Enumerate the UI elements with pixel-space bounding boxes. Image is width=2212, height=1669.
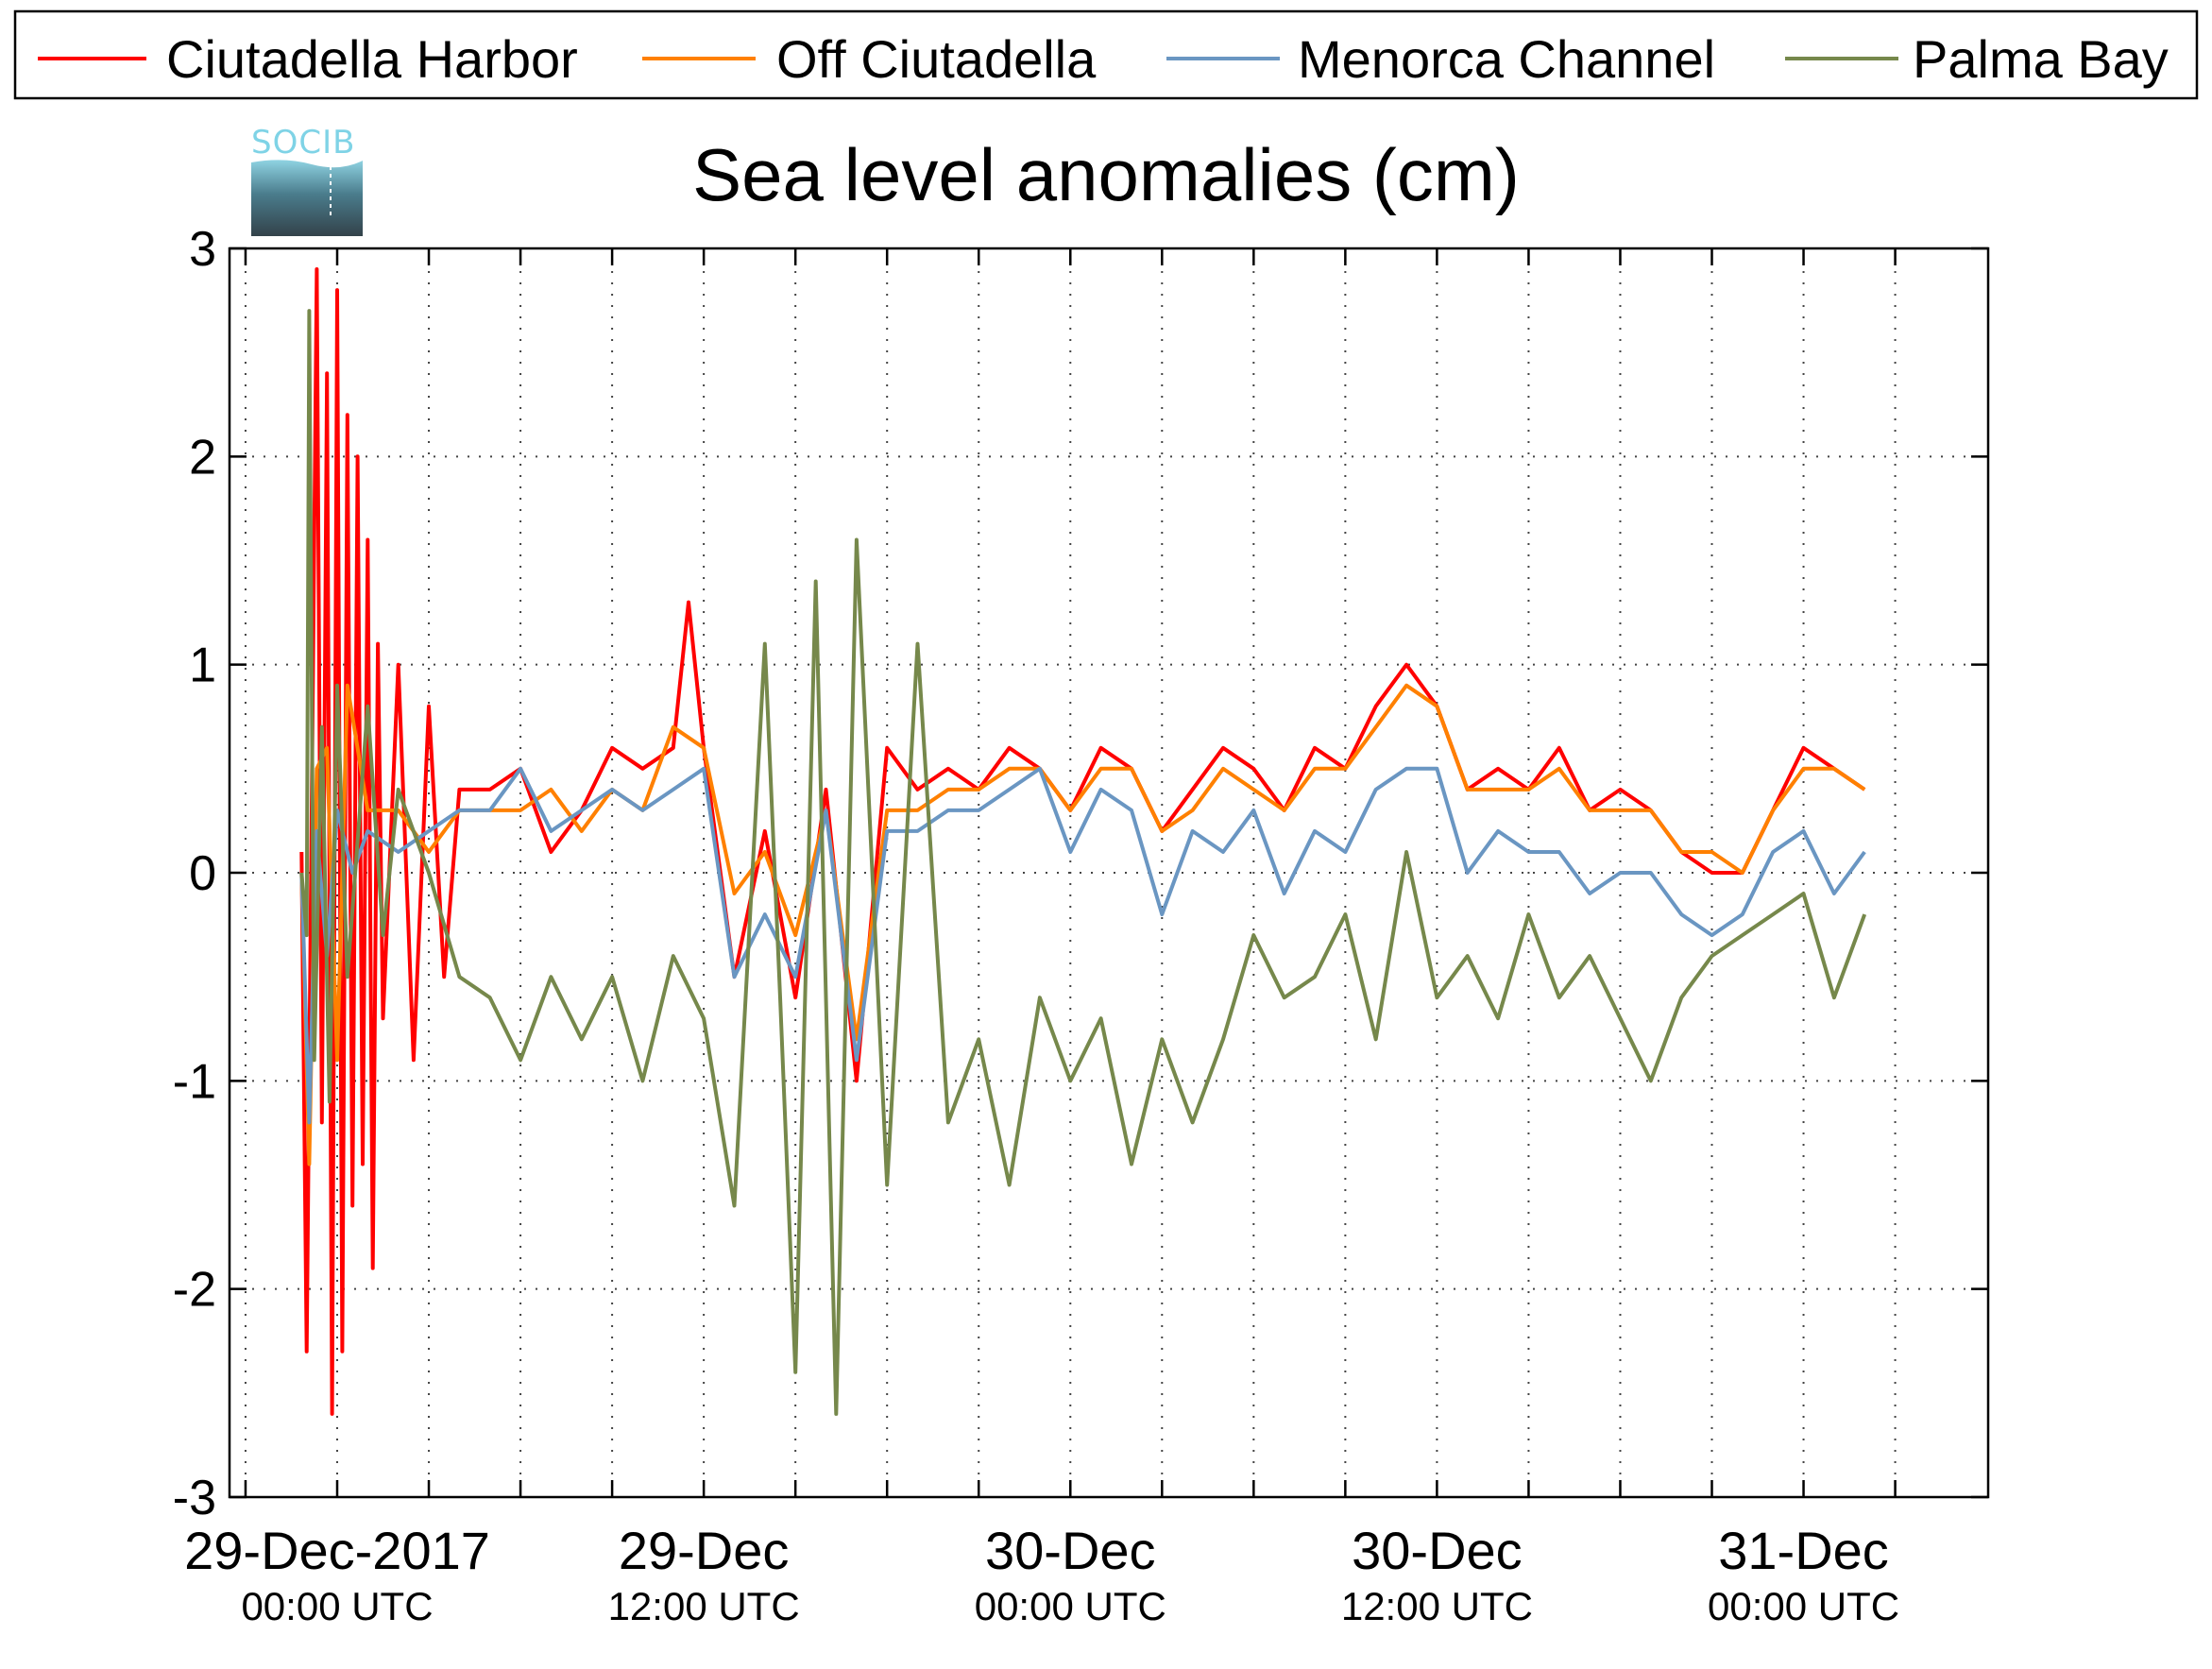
x-tick-label: 30-Dec bbox=[1352, 1521, 1523, 1580]
x-tick-sublabel: 12:00 UTC bbox=[1341, 1584, 1533, 1628]
chart-title: Sea level anomalies (cm) bbox=[692, 133, 1520, 216]
x-tick-sublabel: 00:00 UTC bbox=[975, 1584, 1166, 1628]
y-tick-label: 1 bbox=[189, 639, 216, 693]
x-tick-sublabel: 12:00 UTC bbox=[608, 1584, 800, 1628]
series-line-ciutadella-harbor bbox=[299, 267, 1866, 1416]
x-tick-sublabel: 00:00 UTC bbox=[1708, 1584, 1899, 1628]
legend-label-off-ciutadella: Off Ciutadella bbox=[776, 29, 1097, 89]
legend-box bbox=[13, 9, 2199, 100]
series-line-palma-bay bbox=[299, 309, 1867, 1416]
series-line-menorca-channel bbox=[299, 766, 1866, 1125]
x-tick-label: 31-Dec bbox=[1718, 1521, 1889, 1580]
series-layer bbox=[299, 267, 1867, 1416]
plot-area bbox=[299, 267, 1867, 1416]
series-line-off-ciutadella bbox=[299, 683, 1866, 1167]
legend-label-ciutadella-harbor: Ciutadella Harbor bbox=[166, 29, 578, 89]
legend-label-menorca-channel: Menorca Channel bbox=[1298, 29, 1715, 89]
y-tick-label: 2 bbox=[189, 430, 216, 485]
y-tick-label: -2 bbox=[173, 1263, 216, 1318]
x-tick-label: 29-Dec bbox=[619, 1521, 790, 1580]
y-tick-label: -1 bbox=[173, 1054, 216, 1109]
x-tick-label: 29-Dec-2017 bbox=[184, 1521, 490, 1580]
y-tick-label: 3 bbox=[189, 222, 216, 277]
legend-label-palma-bay: Palma Bay bbox=[1913, 29, 2169, 89]
socib-logo: SOCIB bbox=[251, 124, 363, 236]
y-tick-label: 0 bbox=[189, 846, 216, 901]
logo-text: SOCIB bbox=[251, 124, 355, 162]
x-tick-sublabel: 00:00 UTC bbox=[241, 1584, 433, 1628]
y-tick-label: -3 bbox=[173, 1471, 216, 1525]
x-tick-label: 30-Dec bbox=[985, 1521, 1156, 1580]
logo-wave-icon bbox=[251, 160, 363, 236]
legend: Ciutadella Harbor Off Ciutadella Menorca… bbox=[13, 9, 2199, 100]
